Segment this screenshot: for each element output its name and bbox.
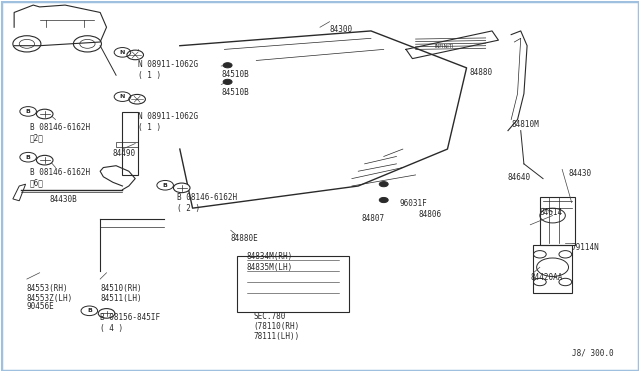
Text: B 08146-6162H
( 2 ): B 08146-6162H ( 2 )	[177, 193, 237, 213]
Text: 84430: 84430	[568, 169, 591, 179]
Text: 79114N: 79114N	[572, 243, 600, 252]
Text: 84510(RH)
84511(LH): 84510(RH) 84511(LH)	[100, 284, 142, 303]
Text: 84420AA: 84420AA	[531, 273, 563, 282]
Text: 90456E: 90456E	[27, 302, 54, 311]
Text: N: N	[120, 94, 125, 99]
Text: 84510B: 84510B	[221, 70, 249, 79]
Text: INFINITI: INFINITI	[435, 44, 454, 48]
Text: 84640: 84640	[508, 173, 531, 182]
Text: B: B	[26, 155, 31, 160]
Text: 84806: 84806	[419, 210, 442, 219]
Circle shape	[129, 94, 145, 104]
Text: 84880E: 84880E	[231, 234, 259, 243]
Text: 84430B: 84430B	[49, 195, 77, 204]
Text: 84510B: 84510B	[221, 88, 249, 97]
Text: J8/ 300.0: J8/ 300.0	[572, 349, 613, 357]
Text: 84300: 84300	[330, 25, 353, 34]
Text: 84614: 84614	[540, 208, 563, 217]
Circle shape	[36, 155, 53, 165]
Text: N 08911-1062G
( 1 ): N 08911-1062G ( 1 )	[138, 112, 198, 132]
Text: 84553(RH)
84553Z(LH): 84553(RH) 84553Z(LH)	[27, 284, 73, 303]
Text: B: B	[87, 308, 92, 313]
Circle shape	[173, 183, 190, 193]
Text: 96031F: 96031F	[399, 199, 428, 208]
Text: B 08146-6162H
　2、: B 08146-6162H 2、	[30, 123, 90, 142]
Text: 84490: 84490	[113, 149, 136, 158]
Text: 84807: 84807	[362, 214, 385, 223]
Text: 84810M: 84810M	[511, 119, 539, 129]
Circle shape	[99, 309, 115, 318]
Text: B 08156-845IF
( 4 ): B 08156-845IF ( 4 )	[100, 313, 160, 333]
Circle shape	[380, 198, 388, 203]
Circle shape	[127, 50, 143, 60]
Text: SEC.780
(78110(RH)
78111(LH)): SEC.780 (78110(RH) 78111(LH))	[253, 311, 300, 341]
Text: B 08146-6162H
　6、: B 08146-6162H 6、	[30, 167, 90, 187]
Text: B: B	[26, 109, 31, 114]
Circle shape	[223, 79, 232, 84]
Circle shape	[36, 109, 53, 119]
Text: 84880: 84880	[470, 68, 493, 77]
Circle shape	[223, 62, 232, 68]
Text: N 08911-1062G
( 1 ): N 08911-1062G ( 1 )	[138, 61, 198, 80]
Text: B: B	[163, 183, 168, 188]
Text: N: N	[120, 50, 125, 55]
Circle shape	[380, 182, 388, 187]
Text: 84834M(RH)
84835M(LH): 84834M(RH) 84835M(LH)	[246, 253, 293, 272]
